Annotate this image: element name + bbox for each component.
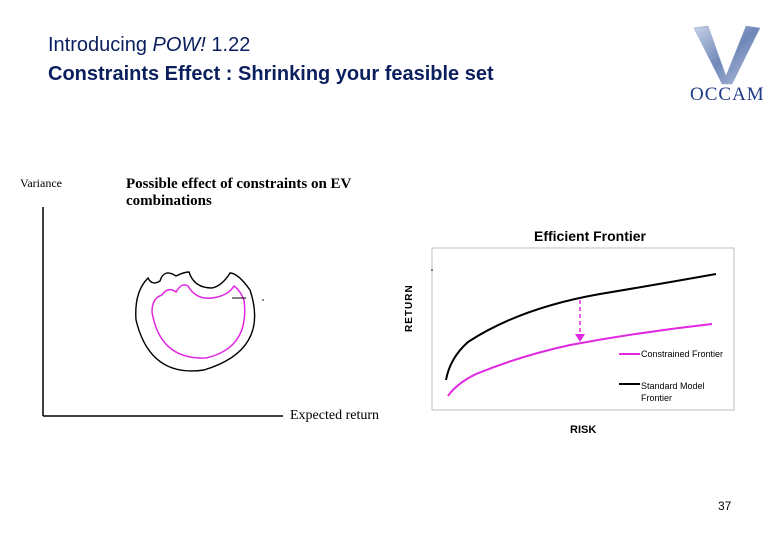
- constrained-set-outline: [151, 284, 246, 359]
- legend-standard-label: Standard Model Frontier: [641, 381, 705, 403]
- legend-constrained-label: Constrained Frontier: [641, 349, 724, 359]
- risk-axis-label: RISK: [570, 424, 597, 436]
- title-version: 1.22: [205, 34, 251, 56]
- variance-axis-label: Variance: [20, 176, 62, 190]
- page-number: 37: [718, 499, 732, 513]
- shift-arrowhead: [575, 334, 585, 342]
- chart-frame: [431, 247, 735, 411]
- title-product: POW!: [152, 34, 206, 56]
- expected-return-axis-label: Expected return: [290, 408, 380, 423]
- logo-text: OCCAM: [690, 84, 765, 105]
- unconstrained-set-outline: [135, 271, 256, 372]
- ev-diagram-title: Possible effect of constraints on EV com…: [126, 176, 352, 209]
- title-prefix: Introducing: [48, 34, 153, 56]
- occam-logo-icon: [693, 25, 761, 85]
- slide-subtitle: Constraints Effect : Shrinking your feas…: [48, 63, 494, 85]
- slide-title: Introducing POW! 1.22: [48, 34, 250, 57]
- standard-frontier-line: [445, 273, 717, 381]
- efficient-frontier-title: Efficient Frontier: [534, 228, 647, 244]
- constrained-frontier-line: [447, 323, 713, 397]
